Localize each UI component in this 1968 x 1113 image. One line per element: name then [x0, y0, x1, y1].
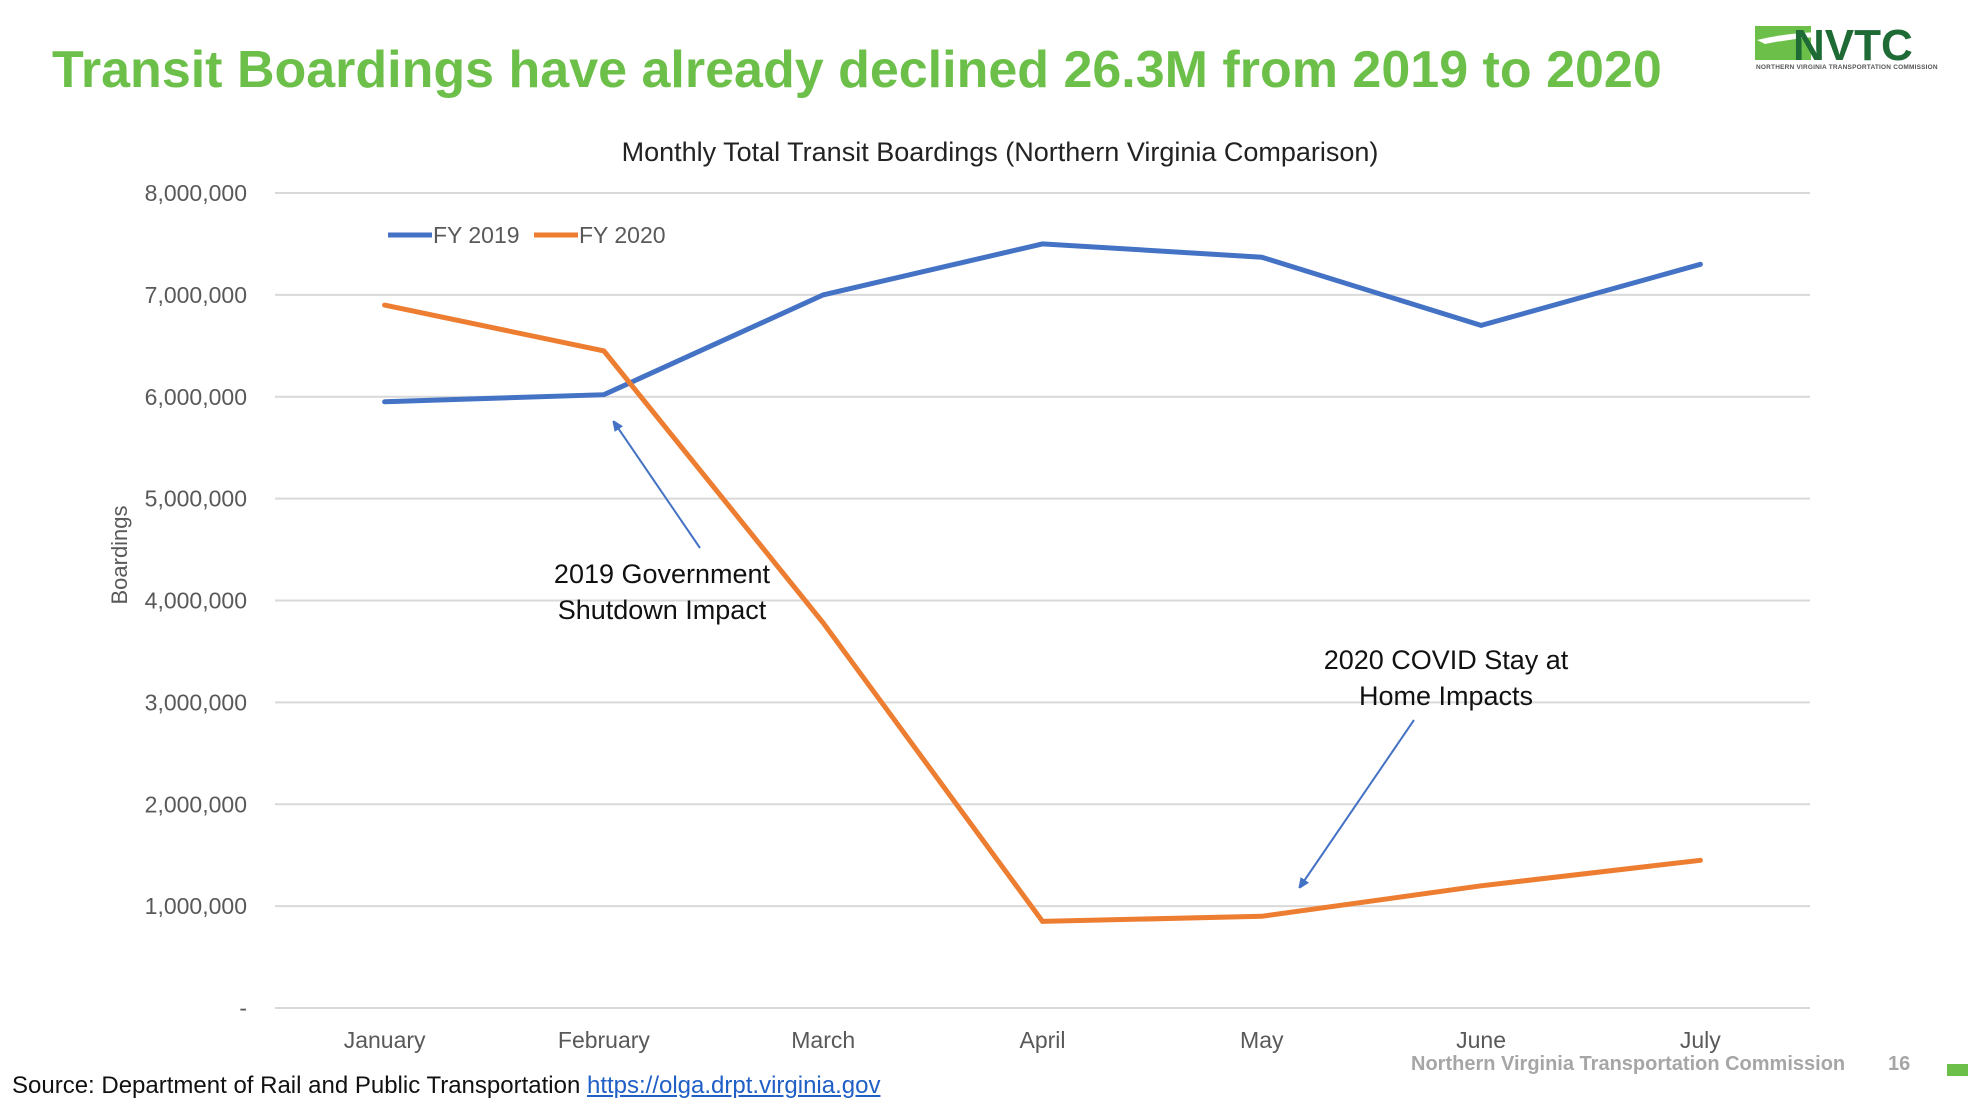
y-tick-label: 6,000,000 — [145, 384, 247, 410]
x-tick-label: April — [1019, 1027, 1065, 1053]
series-lines — [382, 241, 1703, 924]
y-axis-label: Boardings — [107, 505, 132, 604]
x-tick-label: February — [558, 1027, 651, 1053]
legend-label: FY 2019 — [433, 222, 520, 248]
annotations: 2019 Government Shutdown Impact 2020 COVID… — [554, 425, 1569, 884]
y-tick-label: 8,000,000 — [145, 180, 247, 206]
logo-subtitle: NORTHERN VIRGINIA TRANSPORTATION COMMISS… — [1756, 64, 1938, 71]
annotation-text: Home Impacts — [1359, 681, 1533, 711]
y-tick-label: - — [239, 995, 247, 1021]
y-tick-label: 3,000,000 — [145, 689, 247, 715]
legend: FY 2019 FY 2020 — [388, 222, 666, 248]
annotation-text: 2019 Government — [554, 559, 771, 589]
y-tick-label: 4,000,000 — [145, 588, 247, 614]
logo-text: NVTC — [1793, 22, 1913, 70]
annotation-arrow — [616, 425, 701, 549]
source-label: Source: Department of Rail and Public Tr… — [12, 1072, 587, 1099]
annotation-text: Shutdown Impact — [558, 595, 767, 625]
annotation-text: 2020 COVID Stay at — [1324, 645, 1569, 675]
source-citation: Source: Department of Rail and Public Tr… — [12, 1072, 880, 1100]
y-tick-label: 2,000,000 — [145, 791, 247, 817]
page-number: 16 — [1888, 1053, 1911, 1075]
x-tick-label: May — [1240, 1027, 1284, 1053]
slide-headline: Transit Boardings have already declined … — [52, 41, 1662, 99]
x-axis-ticks: January February March April May June July — [344, 1027, 1722, 1053]
annotation-arrow — [1302, 719, 1415, 884]
chart-title: Monthly Total Transit Boardings (Norther… — [622, 137, 1379, 167]
gridlines — [275, 192, 1810, 1009]
y-axis-ticks: - 1,000,000 2,000,000 3,000,000 4,000,000 5,0… — [145, 180, 247, 1021]
footer-accent-bar — [1947, 1064, 1968, 1076]
x-tick-label: March — [791, 1027, 855, 1053]
legend-label: FY 2020 — [579, 222, 666, 248]
y-tick-label: 7,000,000 — [145, 282, 247, 308]
nvtc-logo: NVTC — [1755, 22, 1913, 70]
footer-organization: Northern Virginia Transportation Commiss… — [1411, 1053, 1846, 1075]
logo-swoosh-icon — [1757, 31, 1885, 44]
y-tick-label: 1,000,000 — [145, 893, 247, 919]
x-tick-label: June — [1456, 1027, 1506, 1053]
x-tick-label: January — [344, 1027, 426, 1053]
x-tick-label: July — [1680, 1027, 1721, 1053]
source-link[interactable]: https://olga.drpt.virginia.gov — [586, 1072, 881, 1099]
y-tick-label: 5,000,000 — [145, 486, 247, 512]
series-line-fy-2019 — [382, 241, 1703, 405]
